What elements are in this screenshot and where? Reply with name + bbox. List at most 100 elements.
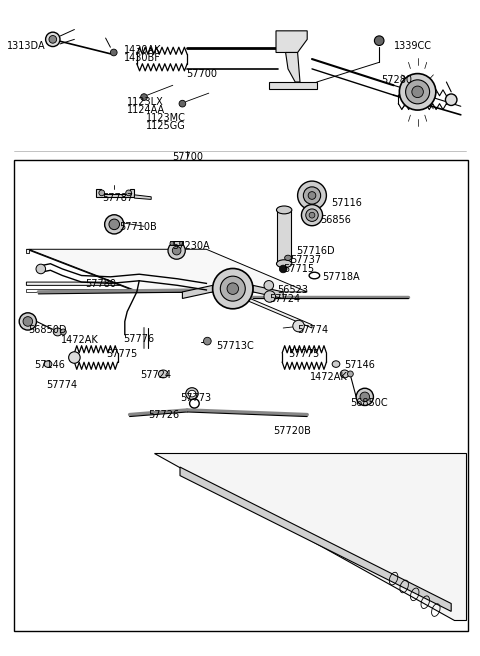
Circle shape [141,94,147,100]
Circle shape [301,205,323,226]
Text: 56850C: 56850C [350,398,388,409]
Text: 57700: 57700 [172,152,203,162]
Polygon shape [182,285,213,298]
Text: 57774: 57774 [46,380,77,390]
Text: 57773: 57773 [180,393,211,403]
Text: 1124AA: 1124AA [127,104,165,115]
Ellipse shape [332,361,340,367]
Circle shape [172,246,181,255]
Circle shape [399,73,436,110]
Ellipse shape [348,371,353,377]
Circle shape [306,209,318,222]
Circle shape [105,215,124,234]
Text: 57774: 57774 [298,325,329,335]
Polygon shape [26,249,139,292]
Circle shape [180,241,183,245]
Text: 1123LX: 1123LX [127,97,164,108]
Circle shape [293,320,304,332]
Ellipse shape [276,206,292,214]
Bar [277,210,291,262]
Circle shape [110,49,117,56]
Text: 1339CC: 1339CC [394,41,432,51]
Circle shape [19,313,36,330]
Circle shape [445,94,457,106]
Text: 57737: 57737 [290,255,322,266]
Text: 1430AK: 1430AK [124,45,161,55]
Text: 1313DA: 1313DA [7,41,46,51]
Circle shape [23,317,33,326]
Circle shape [309,213,315,218]
Circle shape [360,392,370,401]
Circle shape [264,281,274,290]
Polygon shape [96,189,134,197]
Circle shape [412,86,423,98]
Text: 1430BF: 1430BF [124,52,161,63]
Ellipse shape [340,370,349,378]
Polygon shape [26,282,312,328]
Circle shape [46,32,60,47]
Circle shape [227,283,239,295]
Bar [14,160,468,631]
Text: 1472AK: 1472AK [310,372,348,382]
Polygon shape [286,52,300,82]
Text: 1123MC: 1123MC [146,113,186,123]
Circle shape [170,241,174,245]
Ellipse shape [53,328,62,336]
Polygon shape [180,467,451,611]
Text: 57780: 57780 [85,279,117,289]
Text: 57724: 57724 [141,370,171,380]
Text: 57718A: 57718A [323,272,360,283]
Circle shape [298,181,326,210]
Circle shape [109,219,120,230]
Circle shape [49,35,57,43]
Ellipse shape [186,388,198,400]
Text: 57787: 57787 [102,193,133,203]
Circle shape [179,100,186,107]
Polygon shape [26,249,29,253]
Text: 57116: 57116 [331,198,362,209]
Circle shape [264,291,276,302]
Polygon shape [29,249,307,292]
Ellipse shape [158,370,168,378]
Text: 57724: 57724 [269,294,300,304]
Circle shape [213,268,253,309]
Polygon shape [170,241,183,245]
Circle shape [356,388,373,405]
Circle shape [308,192,316,199]
Text: 57700: 57700 [186,69,217,79]
Text: 57775: 57775 [288,349,319,359]
Polygon shape [154,453,466,620]
Text: 56523: 56523 [277,285,309,295]
Ellipse shape [44,361,52,367]
Text: 57146: 57146 [345,360,375,371]
Circle shape [126,190,132,195]
Polygon shape [269,82,317,89]
Ellipse shape [276,260,292,268]
Text: 57720B: 57720B [274,426,312,436]
Circle shape [69,352,80,363]
Text: 57710B: 57710B [119,222,157,232]
Polygon shape [26,289,206,292]
Text: 56850D: 56850D [28,325,66,335]
Ellipse shape [188,390,196,397]
Circle shape [204,337,211,345]
Text: 56856: 56856 [321,215,351,225]
Polygon shape [276,31,307,52]
Text: 57230A: 57230A [172,241,209,251]
Circle shape [406,80,430,104]
Circle shape [279,265,287,273]
Circle shape [36,264,46,274]
Text: 57776: 57776 [124,334,155,344]
Polygon shape [253,285,283,298]
Circle shape [303,187,321,204]
Polygon shape [134,195,151,199]
Circle shape [374,36,384,45]
Text: 57716D: 57716D [297,245,335,256]
Text: 57713C: 57713C [216,340,254,351]
Text: 1125GG: 1125GG [146,121,186,131]
Text: 57146: 57146 [35,360,65,371]
Text: 57726: 57726 [149,409,180,420]
Circle shape [220,276,245,301]
Ellipse shape [60,329,66,335]
Circle shape [168,242,185,259]
